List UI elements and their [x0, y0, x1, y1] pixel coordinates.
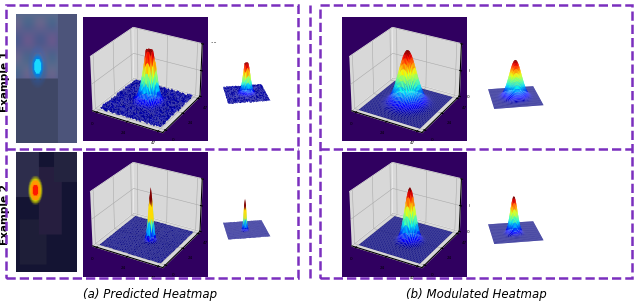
- Text: Example 1: Example 1: [0, 51, 10, 112]
- Text: (b) Modulated Heatmap: (b) Modulated Heatmap: [406, 288, 547, 301]
- Text: Example 2: Example 2: [0, 185, 10, 245]
- Text: (a) Predicted Heatmap: (a) Predicted Heatmap: [83, 288, 218, 301]
